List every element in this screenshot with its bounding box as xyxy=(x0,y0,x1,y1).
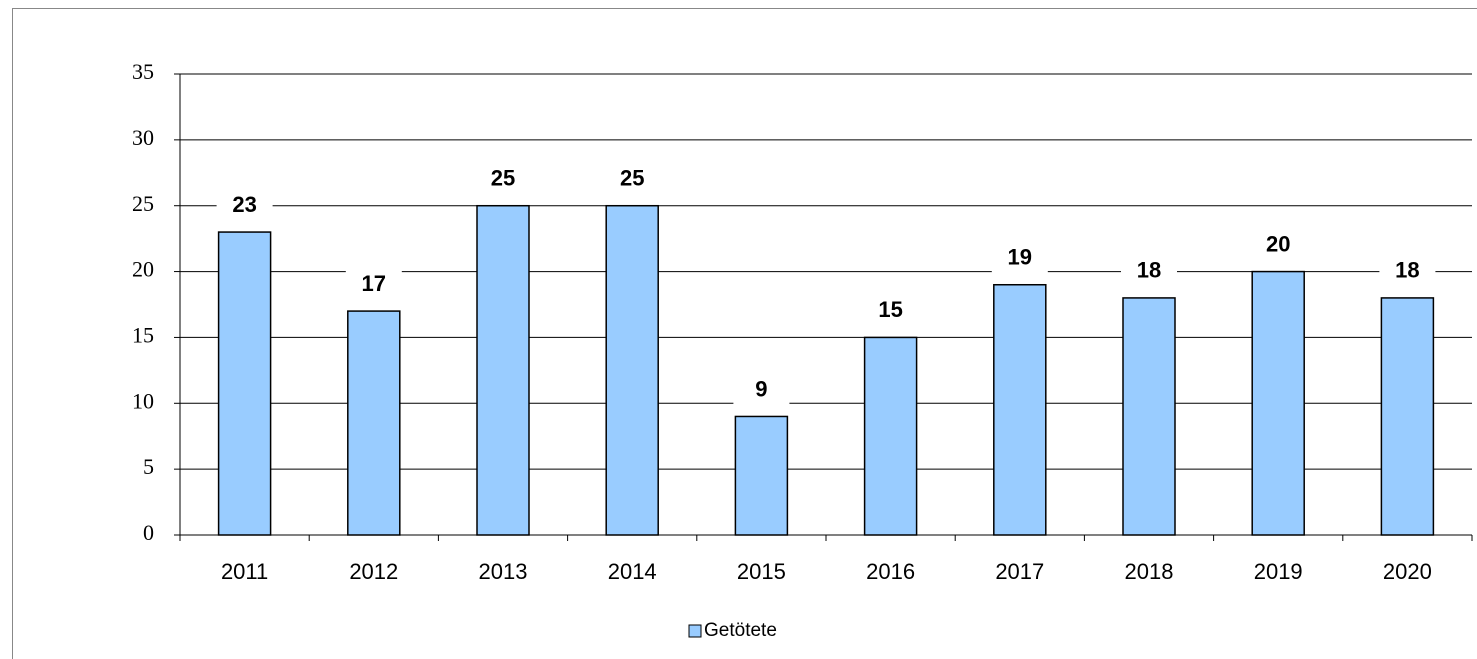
bar xyxy=(217,231,272,536)
x-tick-label: 2018 xyxy=(1125,559,1174,584)
x-tick-label: 2011 xyxy=(221,559,268,584)
y-tick-label: 15 xyxy=(132,322,154,347)
x-tick-label: 2020 xyxy=(1383,559,1432,584)
y-tick-label: 0 xyxy=(143,520,154,545)
y-tick-label: 35 xyxy=(132,59,154,84)
x-tick-label: 2019 xyxy=(1254,559,1303,584)
chart-frame xyxy=(12,8,1477,659)
data-label: 17 xyxy=(362,271,386,296)
legend-swatch xyxy=(688,624,702,638)
bar xyxy=(605,204,659,536)
data-label-bg xyxy=(475,164,531,195)
legend-label: Getötete xyxy=(704,620,777,641)
y-tick-label: 5 xyxy=(143,454,154,479)
data-label-bg xyxy=(733,375,790,406)
data-label-bg xyxy=(216,191,273,222)
y-tick-label: 25 xyxy=(132,191,154,216)
x-tick-label: 2015 xyxy=(737,559,786,584)
data-label: 15 xyxy=(878,297,902,322)
bar xyxy=(1122,297,1176,536)
bar xyxy=(993,283,1047,536)
data-label: 9 xyxy=(755,376,767,401)
bar xyxy=(1380,297,1435,536)
data-label-bg xyxy=(991,243,1048,274)
y-tick-label: 30 xyxy=(132,125,154,150)
bar xyxy=(734,415,789,536)
x-tick-label: 2016 xyxy=(866,559,915,584)
data-label-bg xyxy=(1121,256,1177,287)
y-tick-label: 10 xyxy=(132,388,154,413)
data-label-bg xyxy=(1379,256,1436,287)
data-label: 18 xyxy=(1395,258,1419,283)
x-tick-label: 2012 xyxy=(349,559,398,584)
data-label: 20 xyxy=(1266,231,1290,256)
bar xyxy=(347,310,401,536)
data-label: 25 xyxy=(491,166,515,191)
x-tick-label: 2013 xyxy=(479,559,528,584)
bar xyxy=(476,204,530,536)
bar xyxy=(1251,270,1305,536)
data-label-bg xyxy=(1250,230,1307,261)
data-label-bg xyxy=(604,164,661,195)
data-label-bg xyxy=(862,296,919,327)
data-label: 25 xyxy=(620,166,644,191)
y-tick-label: 20 xyxy=(132,257,154,282)
data-label: 18 xyxy=(1137,258,1161,283)
data-label: 23 xyxy=(232,192,256,217)
x-tick-label: 2014 xyxy=(608,559,657,584)
bar xyxy=(863,336,918,536)
x-tick-label: 2017 xyxy=(995,559,1044,584)
data-label: 19 xyxy=(1008,245,1032,270)
data-label-bg xyxy=(345,270,402,301)
